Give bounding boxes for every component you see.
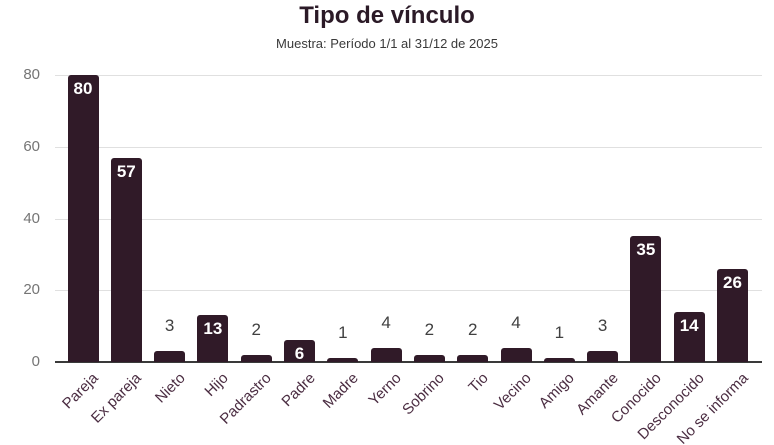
gridline (55, 218, 762, 220)
bar-conocido[interactable] (630, 236, 662, 362)
y-axis-tick-label: 20 (23, 281, 40, 299)
value-label: 4 (381, 313, 391, 332)
y-axis-tick-label: 0 (31, 353, 40, 370)
bar-amante[interactable] (587, 351, 619, 362)
chart-title: Tipo de vínculo (299, 2, 475, 29)
value-label: 4 (511, 313, 521, 332)
value-label: 26 (723, 273, 742, 292)
value-label: 3 (164, 316, 175, 335)
bar-vecino[interactable] (500, 348, 532, 362)
gridline (55, 75, 762, 76)
bar-yerno[interactable] (370, 348, 402, 362)
chart-subtitle: Muestra: Período 1/1 al 31/12 de 2025 (276, 36, 498, 51)
value-label: 13 (203, 319, 223, 338)
y-axis-tick-label: 60 (23, 137, 40, 155)
bar-sobrino[interactable] (413, 355, 445, 362)
gridline (55, 290, 762, 292)
bar-no-se-informa[interactable] (717, 269, 748, 362)
value-label: 80 (73, 79, 93, 98)
value-label: 2 (424, 320, 435, 339)
value-label: 57 (116, 162, 136, 181)
x-axis-baseline (55, 361, 762, 363)
value-label: 1 (554, 323, 565, 342)
value-label: 14 (679, 316, 699, 335)
bar-amigo[interactable] (543, 358, 575, 362)
bar-nieto[interactable] (154, 351, 186, 362)
value-label: 3 (597, 316, 608, 335)
bar-ex-pareja[interactable] (110, 158, 142, 362)
bar-padrastro[interactable] (240, 355, 272, 362)
value-label: 2 (467, 320, 478, 339)
bar-madre[interactable] (327, 358, 359, 362)
value-label: 1 (338, 323, 348, 342)
bar-pareja[interactable] (67, 75, 99, 362)
value-label: 6 (294, 344, 305, 363)
bar-tio[interactable] (457, 355, 489, 362)
y-axis-tick-label: 40 (23, 209, 40, 227)
bar-desconocido[interactable] (673, 312, 705, 362)
value-label: 2 (251, 320, 261, 339)
y-axis-tick-label: 80 (23, 66, 40, 83)
gridline (55, 146, 762, 148)
value-label: 35 (636, 240, 656, 259)
bar-padre[interactable] (284, 340, 315, 362)
bar-hijo[interactable] (197, 315, 229, 362)
